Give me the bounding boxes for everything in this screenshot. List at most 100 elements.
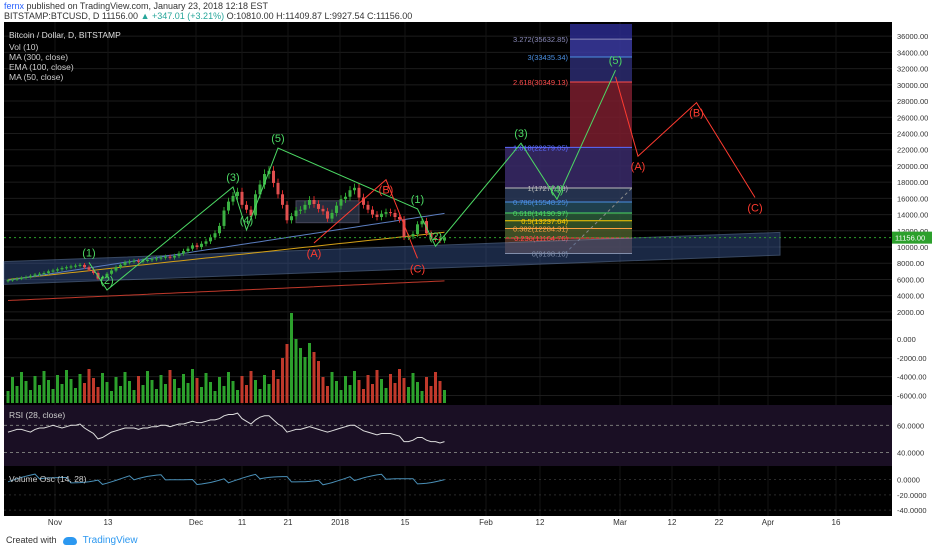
candle-body <box>222 210 226 226</box>
author-link[interactable]: fernx <box>4 1 25 11</box>
x-tick-label: 15 <box>401 518 410 527</box>
wave-label-green: (5) <box>271 133 284 145</box>
candle-body <box>119 264 122 268</box>
wave-label-green: (1) <box>82 247 95 259</box>
candle-body <box>348 190 352 197</box>
x-tick-label: Mar <box>613 518 627 527</box>
candle-body <box>227 201 230 211</box>
candle-body <box>87 267 91 270</box>
volume-bar <box>15 386 19 403</box>
ma50-line <box>7 231 445 280</box>
candle-body <box>303 204 307 210</box>
rsi-line <box>7 412 445 444</box>
ma300-line <box>7 280 445 301</box>
candle-body <box>123 262 127 265</box>
fib-zone <box>505 147 632 188</box>
wave-label-red: (A) <box>307 248 322 260</box>
volume-bar <box>330 372 334 403</box>
red-wave-path <box>313 178 418 259</box>
fib-trend-line <box>564 187 633 254</box>
candle-body <box>231 195 235 202</box>
symbol-label: BITSTAMP:BTCUSD, D <box>4 11 100 21</box>
volume-bar <box>321 377 325 403</box>
x-tick-label: Dec <box>189 518 203 527</box>
volume-bar <box>294 339 298 403</box>
volume-bar <box>141 385 145 403</box>
candle-body <box>114 267 118 271</box>
candle-body <box>258 184 262 195</box>
volume-bar <box>380 379 383 403</box>
candle-body <box>101 277 104 279</box>
fib-label: 1.618(22279.05) <box>513 143 569 152</box>
volume-bar <box>42 371 46 403</box>
volume-bar <box>164 384 167 403</box>
rsi-tick-label: 60.0000 <box>897 421 924 430</box>
x-tick-label: 12 <box>668 518 677 527</box>
volume-bar <box>11 377 14 403</box>
candle-body <box>357 187 361 198</box>
y-tick-label: 22000.00 <box>897 146 928 155</box>
wave-label-red: (C) <box>747 203 762 215</box>
volume-bar <box>438 381 442 403</box>
volume-bar <box>276 379 280 403</box>
volume-bar <box>69 379 73 403</box>
volume-bar <box>159 375 163 403</box>
x-tick-label: 13 <box>104 518 113 527</box>
x-tick-label: 21 <box>284 518 293 527</box>
volume-bar <box>290 313 293 403</box>
volume-bar <box>389 374 392 403</box>
volume-tick-label: -6000.00 <box>897 392 927 401</box>
wave-label-red: (B) <box>689 108 704 120</box>
volume-bar <box>114 377 118 403</box>
candle-body <box>24 277 28 279</box>
volume-bar <box>366 375 370 403</box>
volume-bar <box>393 383 397 403</box>
wave-label-green: (4) <box>550 184 563 196</box>
volume-bar <box>407 387 410 403</box>
volume-bar <box>182 374 185 403</box>
volume-bar <box>200 387 203 403</box>
candle-body <box>384 212 388 214</box>
y-tick-label: 18000.00 <box>897 178 928 187</box>
candle-body <box>380 213 383 218</box>
y-tick-label: 36000.00 <box>897 32 928 41</box>
legend-entry: MA (300, close) <box>9 52 68 62</box>
rsi-label: RSI (28, close) <box>9 410 65 420</box>
candle-body <box>15 278 19 280</box>
candle-body <box>321 208 325 212</box>
candle-body <box>74 265 77 267</box>
volume-bar <box>263 375 266 403</box>
candle-body <box>429 233 433 239</box>
candle-body <box>204 241 208 244</box>
volume-bar <box>353 371 356 403</box>
volume-bar <box>47 380 50 403</box>
candle-body <box>173 255 176 258</box>
wave-label-red: (B) <box>379 185 394 197</box>
fib-label: 3(33435.34) <box>528 53 569 62</box>
fib-zone <box>570 24 632 40</box>
osc-tick-label: -40.0000 <box>897 506 927 515</box>
volume-tick-label: -2000.00 <box>897 354 927 363</box>
wave-label-red: (A) <box>631 161 646 173</box>
x-tick-label: 22 <box>715 518 724 527</box>
legend-entry: Vol (10) <box>9 42 38 52</box>
candle-body <box>191 245 194 249</box>
candle-body <box>290 216 293 221</box>
candle-body <box>339 199 343 206</box>
volume-bar <box>119 386 122 403</box>
volume-bar <box>258 389 262 403</box>
fib-zone <box>570 56 632 82</box>
tradingview-logo-text[interactable]: TradingView <box>82 535 138 546</box>
candle-body <box>200 243 203 248</box>
x-tick-label: Apr <box>762 518 775 527</box>
volume-bar <box>204 373 208 403</box>
x-tick-label: Nov <box>48 518 62 527</box>
volume-bar <box>272 370 275 403</box>
volume-bar <box>191 369 194 403</box>
volume-bar <box>38 385 41 403</box>
candle-body <box>186 248 190 252</box>
volume-bar <box>150 380 154 403</box>
volume-bar <box>6 391 10 403</box>
